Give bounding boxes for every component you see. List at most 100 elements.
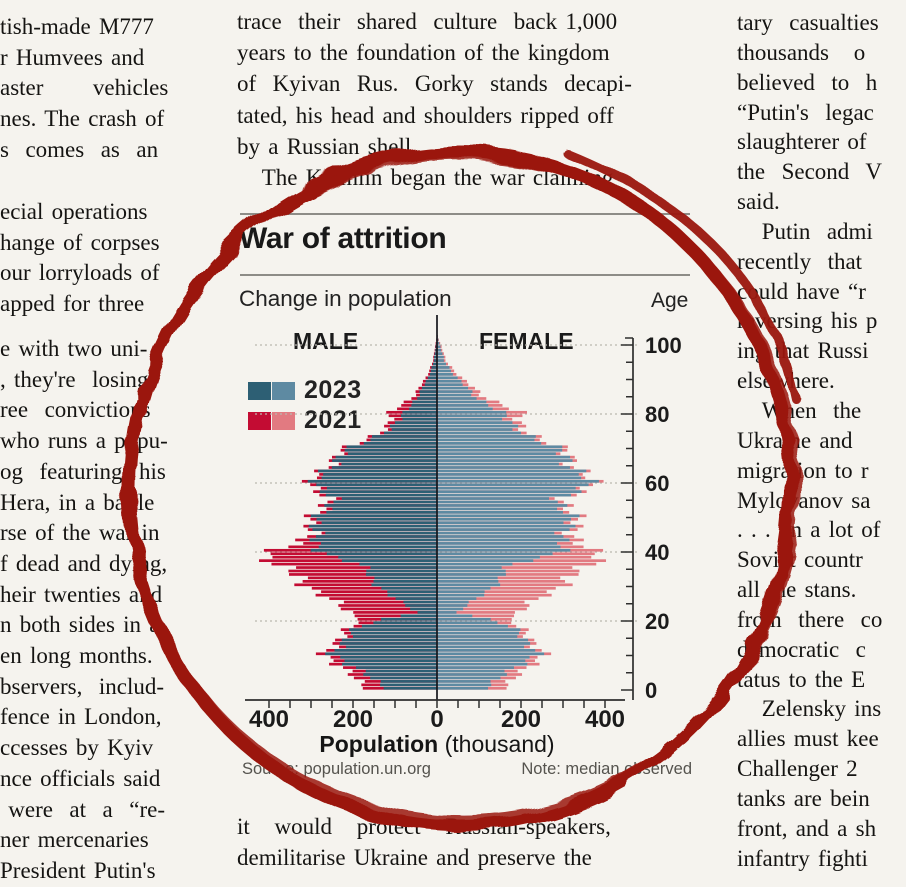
bar-female-2023-age-92 [437,370,451,373]
bar-female-2023-age-48 [437,521,563,524]
text-line: ccesses by Kyiv [0,733,233,764]
bar-male-2023-age-10 [325,652,437,655]
bar-male-2023-age-37 [342,559,437,562]
bar-male-2023-age-2 [381,680,437,683]
text-line: n both sides in a [0,610,233,641]
bar-female-2023-age-67 [437,456,570,459]
bar-male-2023-age-40 [311,549,437,552]
bar-male-2023-age-46 [312,528,437,531]
text-line: ing that Russi [737,336,906,366]
text-line: . . . on a lot of [737,515,906,545]
bar-male-2023-age-61 [322,477,437,480]
bar-female-2023-age-63 [437,470,586,473]
bar-male-2023-age-64 [332,466,437,469]
bar-female-2023-age-94 [437,363,446,366]
bar-male-2023-age-81 [409,408,437,411]
bar-male-2023-age-56 [326,494,437,497]
bar-female-2023-age-79 [437,414,507,417]
text-line: nes. The crash of [0,104,233,135]
bar-female-2023-age-30 [437,583,500,586]
bar-male-2023-age-80 [402,411,437,414]
bar-male-2023-age-41 [319,546,437,549]
bar-male-2023-age-60 [308,480,437,483]
bar-male-2023-age-82 [411,404,437,407]
text-line: were at a “re- [0,795,233,826]
text-line: demilitarise Ukraine and preserve the [237,843,665,874]
bar-female-2023-age-25 [437,601,469,604]
text-line: front, and a sh [737,814,906,844]
bar-male-2023-age-77 [395,421,437,424]
x-tick-label: 200 [333,706,373,733]
text-line: said. [737,187,906,217]
bar-female-2023-age-15 [437,635,517,638]
bar-female-2023-age-71 [437,442,541,445]
bar-female-2023-age-17 [437,628,520,631]
bar-male-2023-age-50 [311,514,437,517]
bar-female-2023-age-32 [437,577,498,580]
bar-female-2023-age-2 [437,680,491,683]
bar-female-2023-age-86 [437,390,472,393]
text-line: rse of the war in [0,518,233,549]
bar-female-2023-age-31 [437,580,498,583]
bar-female-2023-age-18 [437,625,508,628]
bar-female-2023-age-34 [437,570,506,573]
bar-male-2023-age-63 [318,470,437,473]
bar-female-2023-age-44 [437,535,563,538]
bar-male-2023-age-86 [419,390,437,393]
bar-male-2023-age-69 [345,449,437,452]
bar-female-2023-age-77 [437,421,512,424]
bar-male-2023-age-24 [405,604,437,607]
text-line: from there co [737,605,906,635]
bar-female-2023-age-80 [437,411,506,414]
bar-male-2023-age-62 [323,473,437,476]
bar-female-2023-age-60 [437,480,599,483]
bar-male-2023-age-28 [387,590,437,593]
bar-male-2023-age-55 [342,497,437,500]
bar-female-2023-age-65 [437,463,559,466]
bar-female-2023-age-21 [437,615,472,618]
text-line: Zelensky ins [737,694,906,724]
text-line: s comes as an [0,135,233,166]
bar-female-2023-age-89 [437,380,462,383]
bar-female-2023-age-58 [437,487,576,490]
bar-male-2023-age-76 [390,425,437,428]
bar-male-2023-age-71 [364,442,437,445]
bar-female-2023-age-66 [437,459,572,462]
bar-female-2023-age-19 [437,621,497,624]
bar-female-2023-age-24 [437,604,467,607]
bar-male-2023-age-65 [341,463,437,466]
bar-male-2023-age-0 [384,687,437,690]
bar-male-2023-age-7 [342,663,437,666]
bar-female-2023-age-43 [437,539,570,542]
bar-male-2023-age-67 [336,456,437,459]
text-line: Putin admi [737,217,906,247]
bar-female-2023-age-8 [437,659,525,662]
text-line: democratic c [737,635,906,665]
text-line: aster vehicles [0,73,233,104]
bar-female-2023-age-47 [437,525,575,528]
bar-female-2023-age-83 [437,401,486,404]
bar-male-2023-age-90 [428,376,437,379]
text-line: President Putin's [0,856,233,887]
bar-female-2023-age-4 [437,673,507,676]
bar-male-2023-age-31 [374,580,437,583]
bar-female-2023-age-49 [437,518,571,521]
text-line: Challenger 2 [737,754,906,784]
bar-female-2023-age-64 [437,466,570,469]
text-line: recently that [737,247,906,277]
text-line: tish-made M777 [0,12,233,43]
bar-female-2023-age-95 [437,359,444,362]
bar-female-2023-age-61 [437,477,581,480]
bar-male-2023-age-54 [333,501,437,504]
bar-male-2023-age-1 [380,684,437,687]
bar-male-2023-age-66 [332,459,437,462]
text-line: heir twenties and [0,580,233,611]
middle-column-bottom-text: it would protect Russian-speakers,demili… [237,812,665,873]
bar-male-2023-age-9 [340,656,437,659]
bar-female-2023-age-40 [437,549,570,552]
bar-female-2023-age-13 [437,642,530,645]
text-line: en long months. [0,641,233,672]
text-line: ree convictions [0,395,233,426]
